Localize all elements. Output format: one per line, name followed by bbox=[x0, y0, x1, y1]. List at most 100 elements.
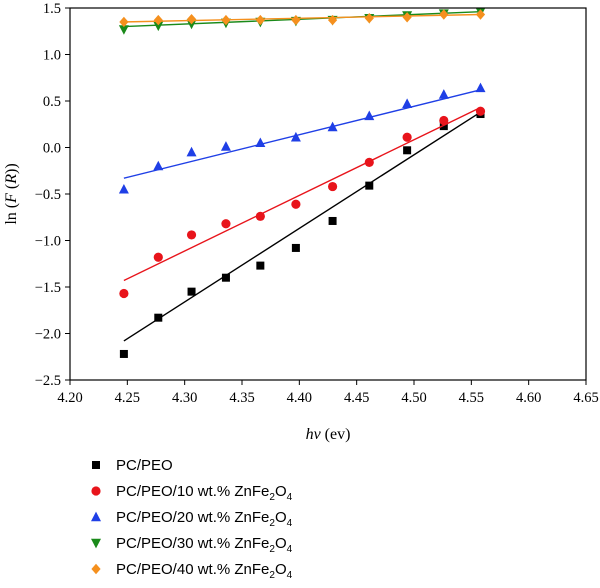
y-tick-label: 1.5 bbox=[43, 1, 61, 17]
data-point bbox=[118, 25, 129, 35]
series-1 bbox=[119, 110, 485, 358]
data-point bbox=[291, 199, 301, 209]
data-point bbox=[153, 21, 164, 32]
legend-label: PC/PEO/40 wt.% ZnFe2O4 bbox=[116, 561, 293, 581]
x-tick-label: 4.45 bbox=[344, 390, 369, 406]
fit-line bbox=[123, 11, 481, 28]
legend: PC/PEO PC/PEO/10 wt.% ZnFe2O4 PC/PEO/20 wt… bbox=[91, 457, 293, 581]
legend-item-4: PC/PEO/30 wt.% ZnFe2O4 bbox=[91, 535, 293, 555]
legend-item-1: PC/PEO bbox=[92, 457, 173, 474]
data-point bbox=[119, 288, 129, 299]
fit-line bbox=[123, 89, 481, 179]
y-axis-title-suffix: )) bbox=[3, 163, 20, 174]
data-point bbox=[439, 122, 448, 131]
legend-marker bbox=[91, 563, 101, 575]
data-point bbox=[221, 14, 231, 26]
x-tick-label: 4.50 bbox=[401, 390, 426, 406]
y-tick-label: −1.5 bbox=[35, 280, 61, 296]
y-axis-title-mid: ( bbox=[3, 184, 20, 193]
legend-marker bbox=[92, 461, 100, 469]
data-point bbox=[327, 121, 338, 132]
data-point bbox=[186, 13, 197, 25]
data-point bbox=[153, 160, 164, 171]
data-point bbox=[402, 98, 413, 108]
fit-line bbox=[123, 13, 481, 23]
series-3 bbox=[118, 82, 486, 194]
legend-label: PC/PEO bbox=[116, 457, 173, 474]
data-point bbox=[186, 146, 197, 157]
data-point bbox=[328, 216, 337, 225]
data-point bbox=[402, 132, 412, 142]
y-axis-title-r: R bbox=[3, 174, 20, 185]
legend-label: PC/PEO/10 wt.% ZnFe2O4 bbox=[116, 483, 293, 503]
y-tick-label: −1.0 bbox=[35, 234, 61, 250]
plot-frame bbox=[69, 7, 587, 381]
x-tick-label: 4.55 bbox=[459, 390, 484, 406]
series-layer bbox=[118, 8, 486, 358]
data-point bbox=[256, 261, 265, 270]
data-point bbox=[364, 110, 375, 121]
data-point bbox=[291, 243, 300, 252]
legend-item-5: PC/PEO/40 wt.% ZnFe2O4 bbox=[91, 561, 293, 581]
data-point bbox=[364, 13, 374, 24]
data-point bbox=[255, 14, 265, 26]
fit-line bbox=[123, 111, 481, 342]
data-point bbox=[439, 9, 449, 20]
data-point bbox=[438, 89, 449, 99]
data-point bbox=[221, 273, 230, 282]
data-point bbox=[255, 211, 265, 221]
series-5 bbox=[119, 9, 486, 28]
y-axis-title-prefix: ln ( bbox=[3, 203, 20, 225]
data-point bbox=[221, 219, 231, 229]
legend-marker bbox=[91, 486, 101, 496]
y-tick-label: −2.0 bbox=[35, 327, 61, 343]
fit-line bbox=[123, 106, 481, 282]
x-axis-title: hv (ev) bbox=[306, 426, 351, 443]
y-axis-title: ln (F (R)) bbox=[3, 163, 20, 224]
x-tick-label: 4.35 bbox=[229, 390, 254, 406]
y-tick-label: 0.5 bbox=[43, 94, 61, 110]
data-point bbox=[119, 16, 129, 28]
data-point bbox=[365, 181, 374, 190]
y-tick-label: 1.0 bbox=[43, 48, 61, 64]
data-point bbox=[154, 313, 163, 322]
data-point bbox=[403, 146, 412, 155]
data-point bbox=[153, 252, 163, 262]
series-2 bbox=[119, 106, 486, 299]
legend-marker bbox=[91, 511, 101, 522]
data-point bbox=[475, 82, 486, 93]
legend-label: PC/PEO/20 wt.% ZnFe2O4 bbox=[116, 509, 293, 529]
data-point bbox=[327, 181, 338, 192]
legend-item-3: PC/PEO/20 wt.% ZnFe2O4 bbox=[91, 509, 293, 529]
y-tick-label: −0.5 bbox=[35, 187, 61, 203]
x-tick-label: 4.25 bbox=[115, 390, 140, 406]
y-axis: −2.5 −2.0 −1.5 −1.0 −0.5 0.0 0.5 1.0 1.5 bbox=[35, 1, 70, 389]
x-axis-title-unit: (ev) bbox=[321, 426, 351, 443]
data-point bbox=[118, 183, 129, 194]
x-tick-label: 4.60 bbox=[516, 390, 541, 406]
x-tick-label: 4.30 bbox=[172, 390, 197, 406]
data-point bbox=[364, 157, 374, 167]
data-point bbox=[255, 137, 266, 148]
legend-marker bbox=[91, 538, 101, 549]
data-point bbox=[439, 115, 449, 126]
data-point bbox=[402, 12, 412, 23]
x-tick-label: 4.40 bbox=[287, 390, 312, 406]
data-point bbox=[187, 287, 196, 296]
x-axis-title-main: hv bbox=[306, 426, 322, 443]
data-point bbox=[153, 14, 163, 26]
data-point bbox=[475, 9, 486, 20]
data-point bbox=[290, 131, 301, 142]
x-axis: 4.20 4.25 4.30 4.35 4.40 4.45 4.50 4.55 4.60 4.65 bbox=[57, 380, 599, 406]
data-point bbox=[186, 230, 197, 240]
data-point bbox=[291, 14, 301, 26]
data-point bbox=[186, 19, 197, 30]
y-tick-label: −2.5 bbox=[35, 373, 61, 389]
y-tick-label: 0.0 bbox=[43, 141, 61, 157]
x-tick-label: 4.20 bbox=[57, 390, 82, 406]
data-point bbox=[475, 106, 486, 116]
legend-label: PC/PEO/30 wt.% ZnFe2O4 bbox=[116, 535, 293, 555]
y-axis-title-f: F bbox=[3, 193, 20, 204]
data-point bbox=[119, 349, 128, 358]
